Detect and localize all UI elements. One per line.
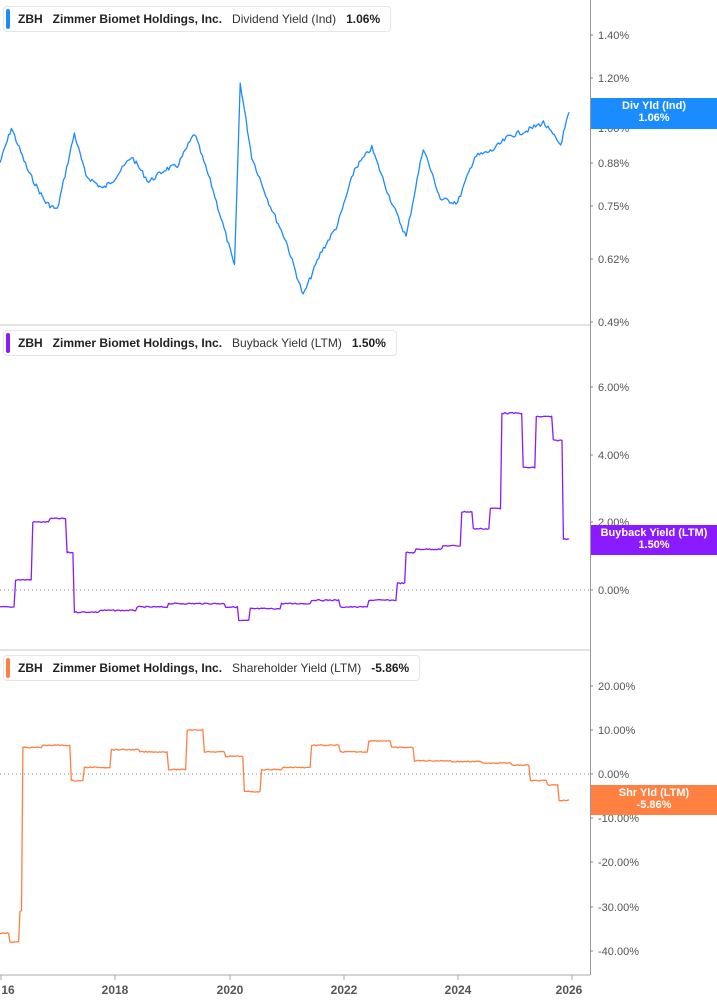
flag-value: -5.86% [636, 799, 672, 811]
x-tick-label: 2026 [555, 983, 583, 997]
y-tick-label: -40.00% [598, 946, 639, 958]
flag-label: Shr Yld (LTM) [618, 787, 690, 799]
flag-label: Buyback Yield (LTM) [600, 527, 708, 539]
x-ticks [0, 975, 573, 980]
last-value-flag-shareholder: Shr Yld (LTM) -5.86% [591, 785, 717, 815]
series-color-swatch [6, 9, 10, 29]
y-tick-label: 0.00% [598, 585, 629, 597]
x-tick-label: 2024 [444, 983, 472, 997]
x-tick-label: 2018 [101, 983, 129, 997]
legend-metric: Shareholder Yield (LTM) [232, 661, 362, 675]
series-color-swatch [6, 658, 10, 678]
legend-ticker: ZBH [18, 661, 43, 675]
y-tick-label: 0.62% [598, 254, 629, 266]
y-tick-label: 0.49% [598, 317, 629, 329]
legend-shareholder-yield[interactable]: ZBH Zimmer Biomet Holdings, Inc. Shareho… [3, 655, 421, 681]
buyback-yield-line [0, 411, 570, 622]
legend-company: Zimmer Biomet Holdings, Inc. [52, 661, 223, 675]
legend-value: 1.50% [351, 336, 386, 350]
legend-metric: Buyback Yield (LTM) [232, 336, 342, 350]
y-tick-label: -30.00% [598, 902, 639, 914]
y-tick-label: 6.00% [598, 382, 629, 394]
legend-value: -5.86% [371, 661, 410, 675]
legend-ticker: ZBH [18, 336, 43, 350]
legend-ticker: ZBH [18, 12, 43, 26]
y-tick-label: 10.00% [598, 725, 636, 737]
flag-label: Div Yld (Ind) [622, 100, 686, 112]
y-tick-label: 1.40% [598, 30, 629, 42]
legend-company: Zimmer Biomet Holdings, Inc. [52, 336, 223, 350]
y-tick-label: 1.20% [598, 73, 629, 85]
last-value-flag-buyback: Buyback Yield (LTM) 1.50% [591, 525, 717, 555]
y-tick-label: 0.88% [598, 158, 629, 170]
series-color-swatch [6, 333, 10, 353]
y-tick-label: 4.00% [598, 450, 629, 462]
y-tick-label: 0.00% [598, 769, 629, 781]
y-ticks-shareholder [590, 685, 593, 952]
x-tick-label: 2020 [216, 983, 244, 997]
x-tick-label: 2022 [330, 983, 358, 997]
legend-metric: Dividend Yield (Ind) [232, 12, 337, 26]
flag-value: 1.06% [638, 112, 670, 124]
x-tick-label: 16 [1, 983, 15, 997]
y-ticks-buyback [590, 386, 593, 591]
y-tick-label: 20.00% [598, 681, 636, 693]
legend-company: Zimmer Biomet Holdings, Inc. [52, 12, 223, 26]
dividend-yield-line [0, 82, 570, 295]
y-tick-label: -20.00% [598, 857, 639, 869]
flag-value: 1.50% [638, 539, 670, 551]
shareholder-yield-line [0, 728, 570, 944]
legend-dividend-yield[interactable]: ZBH Zimmer Biomet Holdings, Inc. Dividen… [3, 6, 392, 32]
y-tick-label: -10.00% [598, 813, 639, 825]
last-value-flag-dividend: Div Yld (Ind) 1.06% [591, 98, 717, 129]
legend-buyback-yield[interactable]: ZBH Zimmer Biomet Holdings, Inc. Buyback… [3, 330, 397, 356]
legend-value: 1.06% [346, 12, 381, 26]
y-tick-label: 0.75% [598, 201, 629, 213]
